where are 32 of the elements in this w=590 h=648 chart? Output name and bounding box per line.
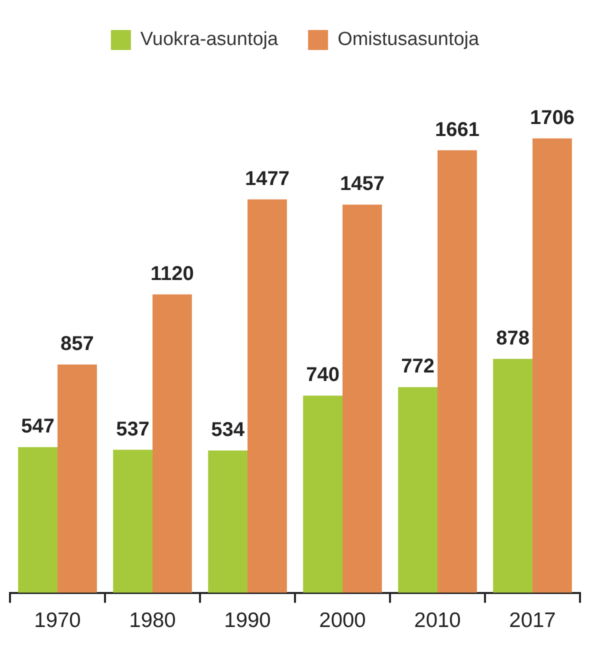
bar (438, 150, 477, 593)
bar (58, 364, 97, 593)
data-label: 547 (21, 416, 54, 438)
data-label: 537 (116, 418, 150, 440)
data-label: 772 (401, 356, 434, 378)
data-label: 1120 (150, 262, 194, 285)
bar (342, 204, 382, 593)
bar (532, 138, 572, 593)
bar (152, 294, 192, 593)
data-label: 1457 (340, 173, 384, 196)
legend-label: Vuokra-asuntoja (140, 29, 279, 50)
bar (398, 387, 438, 593)
data-label: 1661 (434, 118, 480, 141)
bar (303, 396, 342, 593)
data-label: 1706 (530, 106, 574, 129)
bar (113, 450, 152, 593)
legend-label: Omistusasuntoja (338, 29, 480, 50)
bar (248, 199, 287, 593)
data-label: 857 (60, 333, 94, 356)
data-label: 1477 (244, 168, 290, 190)
x-tick-label: 1980 (129, 609, 176, 632)
x-tick-label: 2000 (319, 609, 366, 632)
x-tick-label: 1990 (224, 609, 271, 632)
bar (493, 358, 532, 593)
data-label: 534 (211, 419, 246, 442)
x-tick-label: 1970 (34, 609, 81, 632)
data-label: 878 (496, 327, 530, 350)
x-tick-label: 2010 (414, 609, 461, 632)
data-label: 740 (306, 364, 340, 386)
bar (18, 447, 58, 593)
bar (208, 450, 248, 593)
x-tick-label: 2017 (509, 609, 556, 632)
